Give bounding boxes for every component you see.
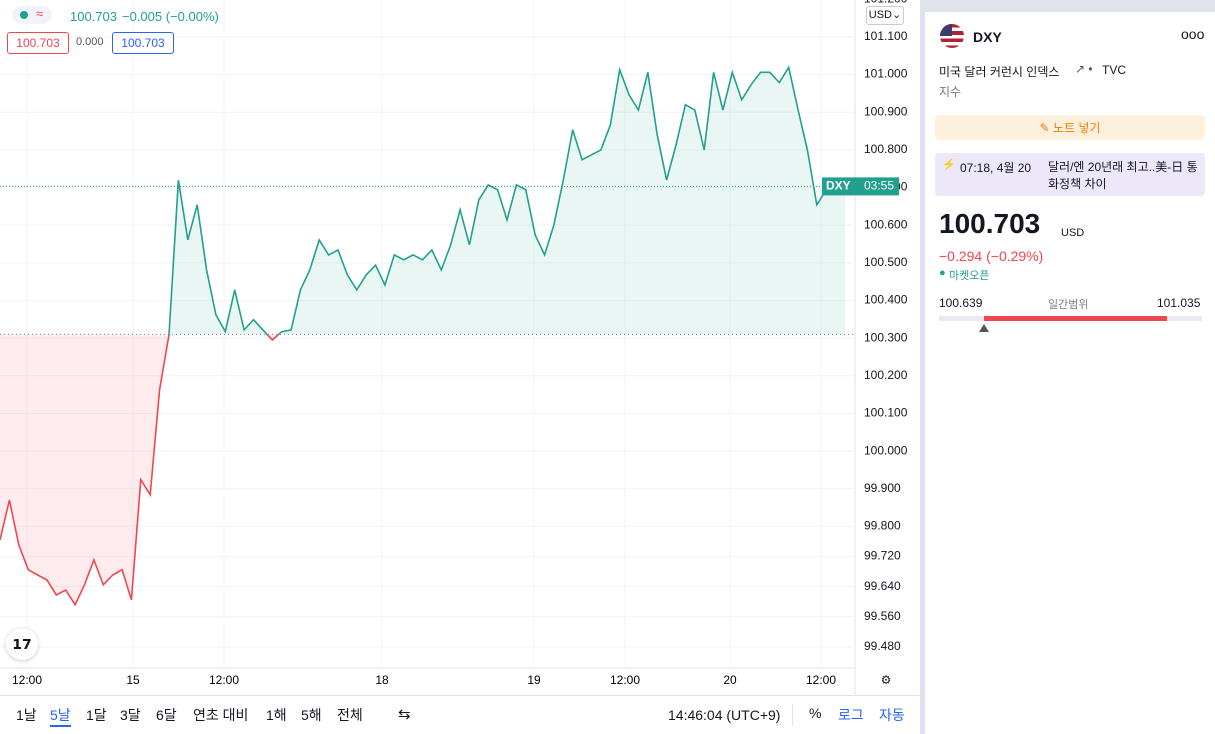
range-button[interactable]: 연초 대비 — [193, 707, 249, 723]
chart: 101.200 101.100 101.000 100.900 100.800 100.7… — [0, 0, 920, 695]
y-tick-label: 99.800 — [864, 519, 901, 533]
percent-toggle[interactable]: % — [809, 705, 822, 721]
y-tick-label: 100.400 — [864, 293, 908, 307]
symbol: DXY — [973, 29, 1002, 45]
x-tick-label: 20 — [723, 673, 737, 687]
category: 지수 — [939, 85, 962, 99]
price-tag-countdown: 03:55 — [864, 179, 894, 193]
y-tick-label: 100.000 — [864, 443, 908, 457]
price-box-high: 100.703 — [112, 32, 174, 54]
y-tick-label: 100.900 — [864, 104, 908, 118]
currency-label: USD — [868, 9, 892, 21]
price-tag — [822, 177, 899, 196]
y-tick-label: 99.720 — [864, 549, 901, 563]
x-tick-label: 12:00 — [806, 673, 836, 687]
range-button[interactable]: 3달 — [120, 707, 141, 723]
y-tick-label: 101.000 — [864, 67, 908, 81]
news-box[interactable]: ⚡ 07:18, 4월 20 달러/엔 20년래 최고..美-日 통화정책 차이 — [935, 153, 1205, 196]
range-label: 일간범위 — [1048, 299, 1089, 311]
note-label: 노트 넣기 — [1052, 121, 1101, 135]
date-range-icon[interactable]: ⇆ — [398, 706, 411, 723]
y-tick-label: 100.200 — [864, 368, 908, 382]
status-dot: ● — [939, 267, 946, 279]
range-button[interactable]: 5해 — [301, 707, 322, 723]
wave-icon: ≈ — [36, 6, 44, 21]
exchange: TVC — [1102, 63, 1126, 77]
range-button[interactable]: 전체 — [337, 707, 363, 723]
range-bar — [984, 316, 1167, 321]
more-button[interactable]: ooo — [1181, 26, 1205, 42]
divider — [920, 0, 925, 734]
legend-price: 100.703 — [70, 9, 117, 24]
settings-icon: ⚙ — [881, 673, 892, 687]
currency: USD — [1061, 227, 1085, 239]
clock: 14:46:04 (UTC+9) — [668, 707, 781, 723]
range-button[interactable]: 1달 — [86, 707, 107, 723]
price-box-low: 100.703 — [7, 32, 69, 54]
legend-change: −0.005 (−0.00%) — [122, 9, 219, 24]
auto-toggle[interactable]: 자동 — [879, 707, 905, 723]
x-tick-label: 12:00 — [209, 673, 239, 687]
range-marker — [979, 324, 989, 332]
x-tick-label: 18 — [375, 673, 389, 687]
currency-select[interactable]: USD⌄ — [866, 6, 904, 25]
area-fill — [0, 67, 845, 605]
side-panel: DXY ooo 미국 달러 커런시 인덱스 ↗ • TVC 지수 ✎ 노트 넣기… — [925, 0, 1215, 734]
y-tick-label: 99.480 — [864, 639, 901, 653]
price-line — [0, 65, 846, 607]
flag-icon — [940, 24, 964, 48]
news-title: 달러/엔 20년래 최고..美-日 통화정책 차이 — [1048, 160, 1198, 191]
news-time: 07:18, 4월 20 — [960, 161, 1032, 175]
y-tick-label: 100.600 — [864, 217, 908, 231]
panel-top-band — [925, 0, 1215, 12]
logo[interactable]: 𝟭𝟳 — [6, 628, 38, 660]
price-box-mid: 0.000 — [76, 36, 104, 48]
range-button[interactable]: 1해 — [266, 707, 287, 723]
news-icon: ⚡ — [942, 159, 956, 171]
price: 100.703 — [939, 208, 1041, 239]
y-tick-label: 101.200 — [864, 0, 908, 5]
separator — [792, 704, 793, 726]
x-tick-label: 12:00 — [610, 673, 640, 687]
x-tick-label: 19 — [527, 673, 541, 687]
y-tick-label: 99.900 — [864, 481, 901, 495]
external-link[interactable]: ↗ • — [1075, 62, 1093, 76]
price-tag-symbol: DXY — [826, 179, 851, 193]
y-tick-label: 100.800 — [864, 142, 908, 156]
y-tick-label: 100.500 — [864, 255, 908, 269]
status-dot — [20, 11, 28, 19]
range-low: 100.639 — [939, 296, 983, 310]
price-change: −0.294 (−0.29%) — [939, 248, 1044, 264]
price-axis — [855, 0, 920, 695]
note-button[interactable]: ✎ 노트 넣기 — [935, 115, 1205, 140]
y-tick-label: 99.560 — [864, 609, 901, 623]
log-toggle[interactable]: 로그 — [838, 707, 864, 723]
x-tick-label: 15 — [126, 673, 140, 687]
range-high: 101.035 — [1157, 296, 1201, 310]
y-tick-label: 100.300 — [864, 330, 908, 344]
range-button[interactable]: 1날 — [16, 707, 37, 723]
range-button[interactable]: 5날 — [50, 705, 71, 727]
legend-toggle[interactable]: ≈ — [12, 6, 52, 24]
symbol-name: 미국 달러 커런시 인덱스 — [939, 65, 1060, 79]
x-tick-label: 12:00 — [12, 673, 42, 687]
market-status: 마켓오픈 — [949, 270, 990, 282]
y-tick-label: 100.100 — [864, 406, 908, 420]
toolbar-border — [0, 695, 920, 696]
range-button[interactable]: 6달 — [156, 707, 177, 723]
y-tick-label: 101.100 — [864, 29, 908, 43]
y-tick-label: 99.640 — [864, 579, 901, 593]
